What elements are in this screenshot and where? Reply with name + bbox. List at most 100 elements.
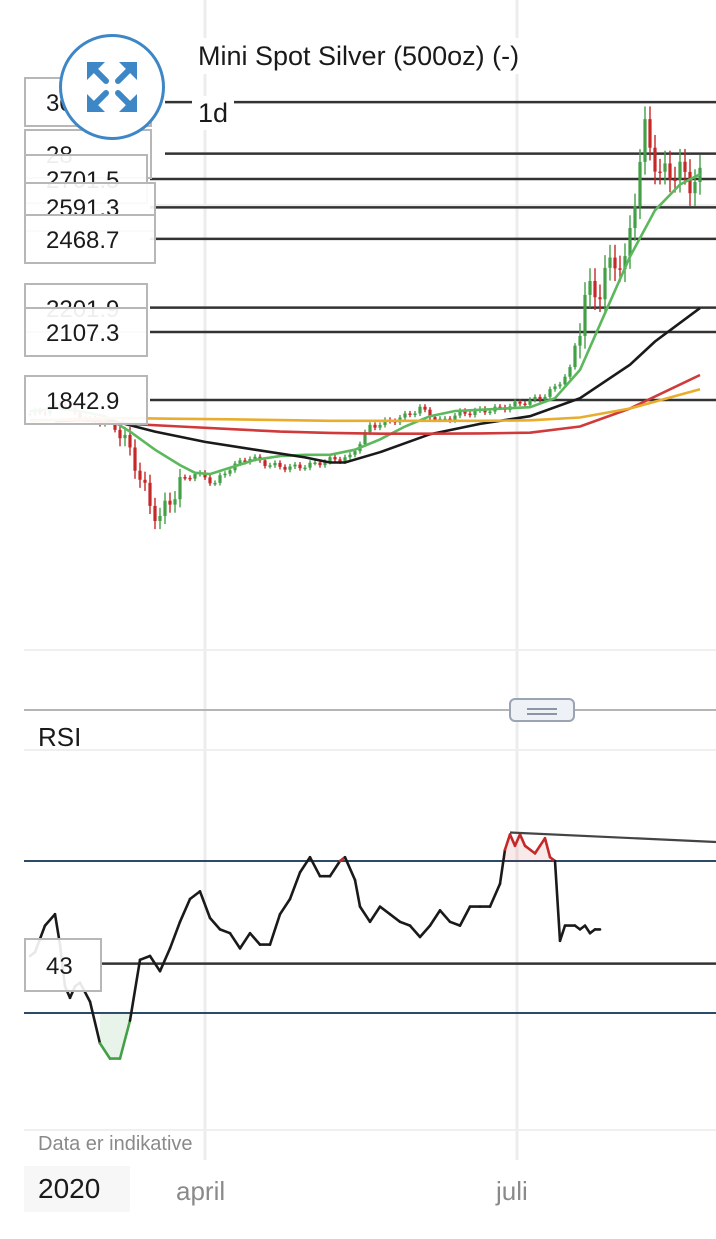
candle-body: [268, 465, 272, 467]
rsi-zone-fill: [110, 1013, 120, 1059]
rsi-line-segment: [148, 954, 162, 973]
candle-body: [683, 161, 687, 172]
candle-body: [663, 163, 667, 172]
candle-body: [118, 429, 122, 439]
price-level-lines: [150, 100, 716, 402]
candle-body: [513, 401, 517, 407]
candle-body: [438, 418, 442, 421]
candle-body: [288, 466, 292, 470]
expand-arrows-icon: [87, 62, 137, 112]
candle-body: [458, 410, 462, 416]
rsi-line-segment: [138, 954, 152, 962]
candle-body: [363, 432, 367, 445]
candle-body: [578, 335, 582, 346]
candle-body: [648, 119, 652, 148]
candle-body: [473, 410, 477, 415]
candle-body: [283, 466, 287, 470]
candle-body: [538, 396, 542, 400]
candle-body: [528, 399, 532, 405]
rsi-line-segment: [308, 855, 322, 878]
candle-body: [338, 459, 342, 462]
candle-body: [448, 418, 452, 421]
candle-body: [498, 406, 502, 409]
rsi-line-segment: [248, 931, 262, 946]
candle-body: [323, 461, 327, 466]
rsi-line-segment: [558, 924, 567, 943]
rsi-line-segment: [298, 855, 312, 874]
candle-body: [163, 500, 167, 516]
candle-body: [588, 280, 592, 295]
month-label-april: april: [176, 1176, 226, 1206]
candle-body: [623, 256, 627, 270]
rsi-line-segment: [408, 924, 422, 939]
candle-body: [213, 482, 217, 485]
rsi-line-segment: [128, 958, 142, 1022]
rsi-line-segment: [268, 912, 282, 946]
candle-body: [168, 500, 172, 505]
panel-resize-handle[interactable]: [509, 698, 575, 722]
candle-body: [643, 119, 647, 162]
candle-body: [563, 376, 567, 385]
moving-average-line: [29, 173, 701, 476]
rsi-line-segment: [418, 924, 432, 939]
rsi-line-segment: [353, 878, 362, 908]
rsi-line-segment: [328, 859, 342, 878]
candle-body: [613, 257, 617, 269]
rsi-line-segment: [88, 1000, 102, 1045]
candle-body: [298, 464, 302, 469]
rsi-zone-fill: [520, 834, 525, 861]
candle-body: [148, 482, 152, 506]
rsi-line-segment: [343, 855, 357, 882]
rsi-line-segment: [428, 909, 442, 927]
rsi-line-segment: [368, 905, 382, 924]
rsi-line-segment: [278, 897, 292, 916]
candle-body: [633, 206, 637, 229]
candle-body: [373, 424, 377, 428]
rsi-line-segment: [523, 844, 537, 855]
rsi-line-segment: [388, 912, 402, 924]
candle-body: [423, 406, 427, 410]
candle-body: [188, 477, 192, 480]
rsi-level-label: 43: [24, 938, 102, 992]
candle-body: [453, 415, 457, 421]
candle-body: [368, 424, 372, 433]
rsi-line-segment: [518, 833, 527, 848]
rsi-title: RSI: [38, 722, 82, 752]
rsi-line-segment: [43, 912, 57, 927]
rsi-zone-fill: [510, 834, 515, 861]
disclaimer: Data er indikative: [38, 1133, 193, 1155]
candle-body: [543, 396, 547, 400]
candle-body: [403, 413, 407, 418]
candle-body: [173, 499, 177, 505]
candle-body: [533, 396, 537, 400]
candle-body: [328, 457, 332, 462]
rsi-line-segment: [238, 931, 252, 950]
candle-body: [343, 457, 347, 462]
candle-body: [263, 460, 267, 466]
candle-body: [413, 413, 417, 415]
expand-button[interactable]: [59, 34, 165, 140]
candle-body: [593, 280, 597, 298]
candle-body: [653, 147, 657, 172]
candle-body: [353, 451, 357, 455]
candle-body: [278, 462, 282, 467]
candle-body: [128, 434, 132, 448]
candle-body: [443, 418, 447, 421]
candle-body: [293, 464, 297, 467]
candle-body: [123, 434, 127, 439]
candle-body: [158, 515, 162, 522]
candle-body: [218, 475, 222, 483]
price-level-label: 2107.3: [24, 306, 148, 357]
candle-body: [523, 403, 527, 406]
candle-body: [238, 460, 242, 464]
rsi-line-segment: [438, 909, 452, 924]
rsi-line-segment: [168, 920, 182, 950]
candle-body: [658, 171, 662, 174]
candle-body: [193, 474, 197, 479]
rsi-line-segment: [178, 897, 192, 924]
candle-body: [603, 267, 607, 300]
rsi-line-segment: [398, 920, 412, 927]
resize-handle-icon: [527, 708, 557, 710]
candle-body: [178, 477, 182, 500]
candle-body: [318, 462, 322, 466]
